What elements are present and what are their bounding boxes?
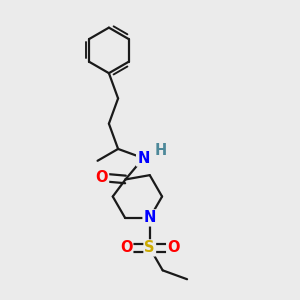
Text: O: O [120, 240, 132, 255]
Text: N: N [137, 151, 149, 166]
Text: S: S [145, 240, 155, 255]
Text: O: O [96, 170, 108, 185]
Text: O: O [167, 240, 180, 255]
Text: N: N [144, 210, 156, 225]
Text: H: H [154, 143, 167, 158]
